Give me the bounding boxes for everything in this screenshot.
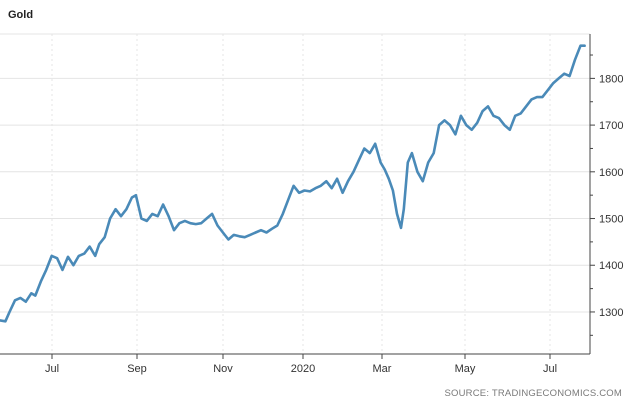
- y-tick-label: 1500: [599, 214, 623, 226]
- x-tick-label: Jul: [543, 363, 557, 375]
- gridlines: [0, 33, 590, 354]
- y-tick-labels: 1300 1400 1500 1600 1700 1800: [599, 73, 623, 319]
- x-tick-label: May: [455, 363, 476, 375]
- y-tick-label: 1700: [599, 120, 623, 132]
- series-line-0: [0, 44, 586, 323]
- x-tick-labels: Jul Sep Nov 2020 Mar May Jul: [45, 363, 557, 375]
- y-tick-label: 1300: [599, 307, 623, 319]
- source-note: SOURCE: TRADINGECONOMICS.COM: [444, 388, 622, 399]
- axes: [0, 34, 595, 359]
- y-tick-label: 1600: [599, 167, 623, 179]
- chart-title: Gold: [8, 9, 34, 21]
- y-tick-label: 1800: [599, 73, 623, 85]
- x-tick-label: Mar: [373, 363, 392, 375]
- series-layer: [0, 44, 586, 323]
- x-tick-label: Nov: [213, 363, 233, 375]
- x-tick-label: Jul: [45, 363, 59, 375]
- x-tick-label: Sep: [127, 363, 147, 375]
- x-tick-label: 2020: [291, 363, 315, 375]
- y-tick-label: 1400: [599, 260, 623, 272]
